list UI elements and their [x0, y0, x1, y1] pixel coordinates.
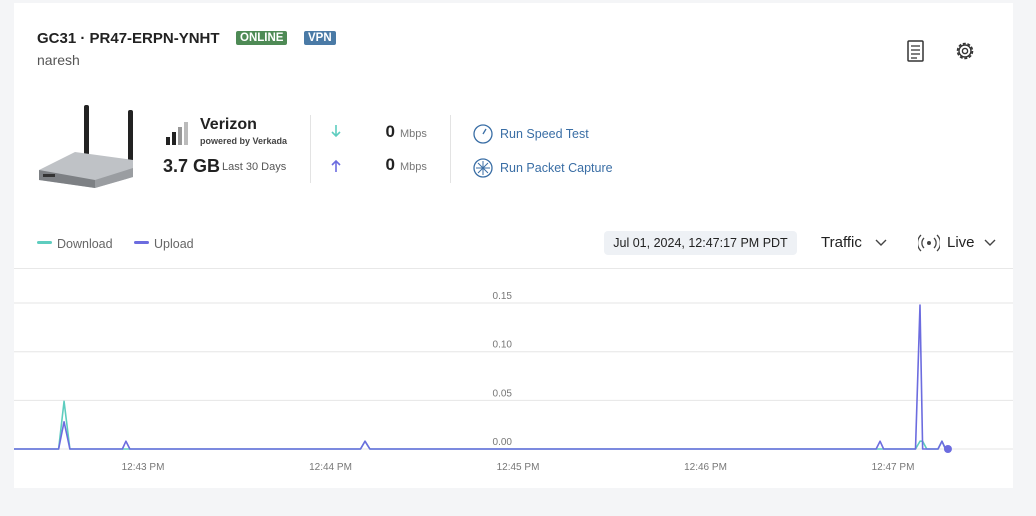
- y-tick-label: 0.00: [493, 437, 513, 448]
- upload-arrow: [331, 159, 341, 172]
- y-tick-label: 0.05: [493, 388, 513, 399]
- badge: ONLINE: [236, 31, 288, 45]
- legend-label[interactable]: Upload: [154, 237, 194, 251]
- speed-unit: Mbps: [400, 161, 427, 173]
- powered-by: powered by Verkada: [200, 136, 288, 146]
- mode-select[interactable]: Live: [947, 234, 975, 251]
- legend-swatch: [37, 241, 52, 244]
- divider: [310, 115, 311, 183]
- carrier: Verizon: [200, 116, 257, 133]
- y-tick-label: 0.15: [493, 291, 513, 302]
- usage-period: Last 30 Days: [222, 161, 287, 173]
- chevron[interactable]: [984, 238, 996, 248]
- series-line: [14, 400, 948, 450]
- card: [14, 3, 1013, 488]
- legend-swatch: [134, 241, 149, 244]
- divider: [450, 115, 451, 183]
- x-tick-label: 12:44 PM: [309, 462, 352, 473]
- settings-icon[interactable]: [953, 39, 977, 63]
- run-packet-capture[interactable]: Run Packet Capture: [500, 161, 613, 175]
- x-tick-label: 12:43 PM: [122, 462, 165, 473]
- x-tick-label: 12:47 PM: [872, 462, 915, 473]
- x-tick-label: 12:45 PM: [497, 462, 540, 473]
- usage: 3.7 GB: [163, 156, 221, 176]
- download-speed: 0: [385, 122, 395, 141]
- chevron[interactable]: [875, 238, 887, 248]
- upload-speed: 0: [385, 155, 395, 174]
- y-tick-label: 0.10: [493, 340, 513, 351]
- live-icon: [918, 234, 940, 252]
- signal-icon: [166, 122, 188, 145]
- badge: VPN: [304, 31, 336, 45]
- chart: 0.00 0.05 0.10 0.15 12:43 PM 12:44 PM 12:45 PM…: [14, 268, 1013, 473]
- title: GC31 · PR47-ERPN-YNHT: [37, 30, 220, 47]
- device-image: [39, 105, 133, 188]
- subtitle: naresh: [37, 52, 80, 68]
- download-arrow: [331, 125, 341, 138]
- speedtest-icon[interactable]: [473, 124, 495, 146]
- run-speed-test[interactable]: Run Speed Test: [500, 127, 589, 141]
- legend-label[interactable]: Download: [57, 237, 113, 251]
- speed-unit: Mbps: [400, 128, 427, 140]
- series-line: [14, 304, 948, 450]
- metric-select[interactable]: Traffic: [821, 234, 862, 251]
- x-tick-label: 12:46 PM: [684, 462, 727, 473]
- live-dot: [943, 445, 952, 453]
- timestamp[interactable]: Jul 01, 2024, 12:47:17 PM PDT: [604, 231, 797, 255]
- notes-icon[interactable]: [904, 39, 928, 63]
- capture-icon[interactable]: [473, 158, 495, 180]
